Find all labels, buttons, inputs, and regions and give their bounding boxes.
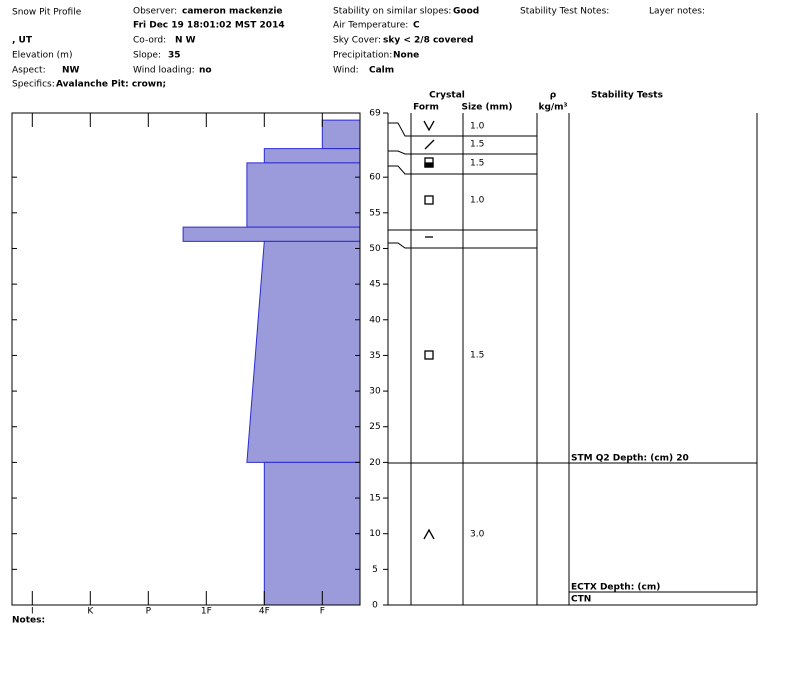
x-tick-label: F bbox=[320, 607, 325, 617]
label: Slope: bbox=[133, 51, 161, 61]
x-tick-label: I bbox=[31, 607, 34, 617]
value: Fri Dec 19 18:01:02 MST 2014 bbox=[133, 21, 285, 31]
crystal-size: 1.5 bbox=[470, 140, 484, 150]
stability-test: ECTX Depth: (cm) bbox=[571, 583, 660, 593]
hardness-layer bbox=[246, 240, 361, 463]
value: , UT bbox=[12, 36, 33, 46]
y-tick-label: 60 bbox=[369, 173, 381, 183]
table-lines bbox=[387, 113, 758, 606]
column-header: kg/m³ bbox=[538, 103, 567, 113]
value: 35 bbox=[168, 51, 181, 61]
value: Calm bbox=[369, 66, 394, 76]
crystal-size: 1.0 bbox=[470, 122, 485, 132]
value: N W bbox=[175, 36, 196, 46]
label: Elevation (m) bbox=[12, 51, 72, 61]
column-header: Crystal bbox=[429, 91, 465, 101]
y-tick-label: 69 bbox=[369, 109, 381, 119]
stability-test: CTN bbox=[571, 595, 591, 605]
crystal-size: 1.5 bbox=[470, 351, 484, 361]
value: no bbox=[199, 66, 212, 76]
value: Avalanche Pit: crown; bbox=[56, 80, 166, 90]
value: None bbox=[393, 51, 419, 61]
crystal-size: 3.0 bbox=[470, 530, 485, 540]
crystal-size: 1.0 bbox=[470, 196, 485, 206]
value: NW bbox=[62, 66, 80, 76]
y-tick-label: 5 bbox=[372, 565, 378, 575]
y-tick-label: 40 bbox=[369, 315, 381, 325]
label: Wind loading: bbox=[133, 66, 195, 76]
title: Snow Pit Profile bbox=[12, 8, 82, 18]
label: Wind: bbox=[333, 66, 359, 76]
y-tick-label: 35 bbox=[369, 351, 380, 361]
y-tick-label: 25 bbox=[369, 422, 380, 432]
value: C bbox=[413, 21, 420, 31]
label: Stability Test Notes: bbox=[520, 7, 609, 17]
y-tick-label: 20 bbox=[369, 458, 381, 468]
y-tick-label: 30 bbox=[369, 387, 381, 397]
value: Good bbox=[453, 7, 479, 17]
label: Observer: bbox=[133, 7, 177, 17]
column-header: Size (mm) bbox=[461, 103, 512, 113]
value: sky < 2/8 covered bbox=[383, 36, 473, 46]
y-tick-label: 45 bbox=[369, 280, 380, 290]
x-tick-label: 1F bbox=[201, 607, 212, 617]
y-tick-label: 50 bbox=[369, 244, 381, 254]
column-header: Form bbox=[413, 103, 439, 113]
label: Specifics: bbox=[12, 80, 55, 90]
label: Aspect: bbox=[12, 66, 46, 76]
plot-frame bbox=[11, 112, 361, 606]
hardness-layer bbox=[182, 226, 361, 242]
x-tick-label: P bbox=[146, 607, 152, 617]
y-tick-label: 10 bbox=[369, 529, 381, 539]
y-tick-label: 15 bbox=[369, 494, 380, 504]
y-tick-label: 55 bbox=[369, 208, 380, 218]
x-tick-label: K bbox=[87, 607, 94, 617]
hardness-layer bbox=[246, 162, 361, 228]
y-tick-label: 0 bbox=[372, 601, 378, 611]
hardness-layer bbox=[263, 148, 361, 164]
value: cameron mackenzie bbox=[182, 7, 283, 17]
crystal-size: 1.5 bbox=[470, 159, 484, 169]
hardness-layer bbox=[263, 461, 361, 606]
column-header: Stability Tests bbox=[591, 91, 663, 101]
stability-test: STM Q2 Depth: (cm) 20 bbox=[571, 454, 689, 464]
x-tick-label: 4F bbox=[259, 607, 270, 617]
label: Stability on similar slopes: bbox=[333, 7, 451, 17]
label: Co-ord: bbox=[133, 36, 166, 46]
label: Sky Cover: bbox=[333, 36, 381, 46]
label: Air Temperature: bbox=[333, 21, 408, 31]
label: Layer notes: bbox=[649, 7, 705, 17]
hardness-layer bbox=[321, 119, 361, 150]
label: Notes: bbox=[12, 616, 45, 626]
crystal-forms bbox=[423, 120, 435, 540]
label: Precipitation: bbox=[333, 51, 392, 61]
column-header: ρ bbox=[550, 91, 557, 101]
